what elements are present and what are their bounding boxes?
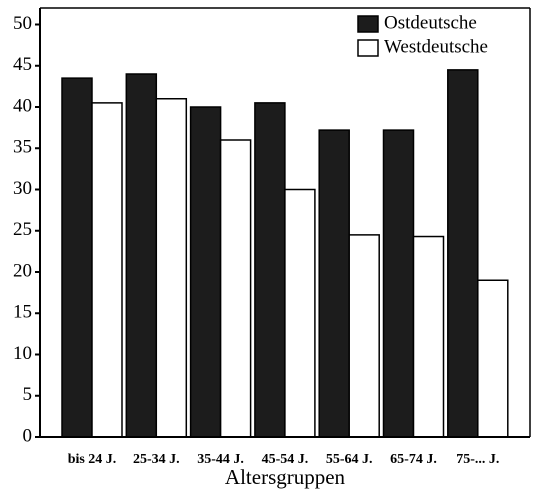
legend-label: Westdeutsche [384,36,488,57]
x-tick-label: 25-34 J. [133,452,180,467]
bar [412,235,445,438]
bar [318,129,350,438]
legend-label: Ostdeutsche [384,12,477,33]
bar [155,98,188,438]
x-tick-label: 55-64 J. [326,452,373,467]
x-axis-label: Altersgruppen [225,465,346,489]
y-tick-label: 0 [23,425,33,446]
y-tick-label: 25 [13,219,32,240]
legend-swatch [357,39,379,57]
bar [61,77,93,438]
x-tick-label: 75-... J. [456,452,499,467]
y-tick-label: 15 [13,302,32,323]
bar [348,234,380,438]
x-tick-label: 45-54 J. [262,452,309,467]
bar [447,69,479,438]
y-tick-label: 45 [13,54,32,75]
y-tick-label: 10 [13,343,32,364]
y-tick-label: 40 [13,95,32,116]
y-tick-label: 35 [13,137,32,158]
bar [254,102,286,438]
y-tick-label: 20 [13,260,32,281]
bar [382,129,415,438]
y-tick-label: 50 [13,13,32,34]
x-tick-label: bis 24 J. [68,452,117,467]
bar [125,73,158,438]
y-tick-label: 30 [13,178,32,199]
bar [219,139,252,438]
x-tick-label: 65-74 J. [390,452,437,467]
legend-swatch [357,15,379,33]
bar [284,188,316,438]
bar [189,106,222,438]
bar [477,279,509,438]
x-tick-label: 35-44 J. [197,452,244,467]
y-tick-label: 5 [23,384,33,405]
bar [91,102,123,438]
